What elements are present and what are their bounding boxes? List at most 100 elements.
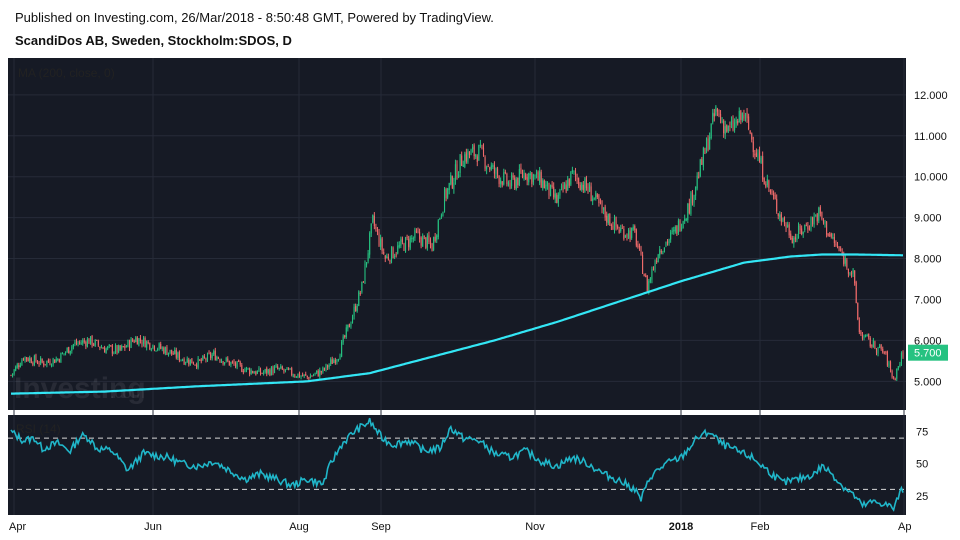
candle bbox=[812, 216, 814, 227]
candle-body bbox=[507, 182, 510, 186]
candle bbox=[610, 223, 612, 231]
candle-body bbox=[397, 245, 399, 254]
candle bbox=[779, 211, 781, 222]
candle-body bbox=[620, 228, 622, 232]
candle bbox=[30, 357, 32, 364]
candle-body bbox=[275, 365, 277, 367]
candle bbox=[242, 368, 244, 375]
candle-body bbox=[200, 359, 202, 362]
candle bbox=[514, 175, 516, 191]
candle bbox=[751, 132, 753, 143]
candle bbox=[403, 242, 405, 251]
candle-body bbox=[447, 188, 449, 198]
candle-body bbox=[194, 364, 196, 366]
candle-body bbox=[875, 349, 878, 353]
candle-body bbox=[394, 255, 396, 257]
candle-body bbox=[29, 357, 31, 362]
candle-body bbox=[149, 342, 151, 350]
x-tick-label: Ap bbox=[898, 521, 911, 533]
candle bbox=[334, 357, 336, 365]
candle-body bbox=[691, 192, 694, 204]
candle-body bbox=[607, 213, 609, 224]
candle bbox=[412, 236, 414, 243]
candle bbox=[596, 193, 598, 200]
candle-body bbox=[578, 178, 580, 186]
candle bbox=[152, 344, 154, 350]
candle bbox=[448, 182, 450, 195]
candle bbox=[136, 336, 138, 345]
candle-body bbox=[320, 370, 322, 373]
candle bbox=[677, 218, 679, 236]
candle bbox=[748, 113, 750, 131]
candle bbox=[122, 345, 124, 348]
candle-body bbox=[58, 359, 60, 362]
candle bbox=[175, 347, 177, 360]
candle bbox=[874, 340, 876, 350]
candle bbox=[259, 367, 262, 376]
candle bbox=[277, 364, 279, 370]
candle bbox=[146, 340, 148, 351]
candle bbox=[810, 216, 812, 232]
candle bbox=[579, 182, 581, 191]
candle-body bbox=[292, 375, 294, 377]
candle bbox=[587, 183, 589, 194]
candle bbox=[758, 146, 761, 163]
candle bbox=[336, 358, 338, 365]
candle bbox=[373, 212, 375, 230]
candle bbox=[598, 193, 600, 207]
candle-body bbox=[535, 172, 538, 175]
candle bbox=[436, 234, 438, 243]
candle-body bbox=[336, 359, 338, 363]
candle-body bbox=[305, 373, 307, 376]
candle-body bbox=[411, 237, 413, 239]
candle-body bbox=[677, 220, 679, 234]
candle bbox=[263, 370, 265, 376]
candle-body bbox=[32, 363, 34, 365]
candle bbox=[755, 148, 757, 158]
candle-body bbox=[590, 186, 592, 202]
candle-body bbox=[871, 345, 873, 347]
candle bbox=[467, 148, 469, 164]
candle-body bbox=[96, 339, 98, 341]
candle-body bbox=[214, 350, 216, 361]
candle bbox=[350, 321, 352, 329]
candle-body bbox=[612, 225, 614, 230]
candle-body bbox=[826, 221, 828, 235]
candle-body bbox=[777, 213, 779, 216]
candle-body bbox=[762, 156, 764, 180]
candle-body bbox=[774, 195, 776, 200]
candle-body bbox=[582, 185, 584, 191]
price-y-tick-label: 8.000 bbox=[914, 254, 942, 266]
candle bbox=[425, 237, 427, 250]
candle bbox=[339, 353, 341, 360]
candle bbox=[213, 349, 215, 357]
candle-body bbox=[738, 110, 740, 123]
candle-body bbox=[183, 358, 185, 365]
candle-body bbox=[358, 291, 360, 306]
candle-body bbox=[812, 217, 814, 225]
candle bbox=[900, 351, 902, 367]
candle bbox=[96, 339, 98, 341]
candle-body bbox=[270, 366, 272, 376]
candle bbox=[61, 352, 64, 355]
candle-body bbox=[46, 360, 48, 365]
candle bbox=[582, 181, 584, 194]
candle bbox=[578, 177, 580, 189]
candle bbox=[180, 359, 182, 362]
candle-body bbox=[121, 345, 123, 350]
candle-body bbox=[22, 358, 25, 361]
candle-body bbox=[467, 150, 469, 163]
candle bbox=[284, 369, 287, 373]
candle-body bbox=[844, 258, 846, 264]
candle bbox=[241, 362, 243, 373]
candle bbox=[701, 156, 703, 165]
candle bbox=[776, 194, 778, 214]
candle-body bbox=[71, 346, 73, 352]
candle bbox=[376, 226, 379, 236]
candle-body bbox=[389, 260, 391, 263]
candle-body bbox=[288, 368, 290, 370]
candle-body bbox=[359, 292, 361, 294]
candle bbox=[855, 280, 857, 304]
candle-body bbox=[849, 273, 851, 275]
candle-body bbox=[57, 358, 59, 360]
